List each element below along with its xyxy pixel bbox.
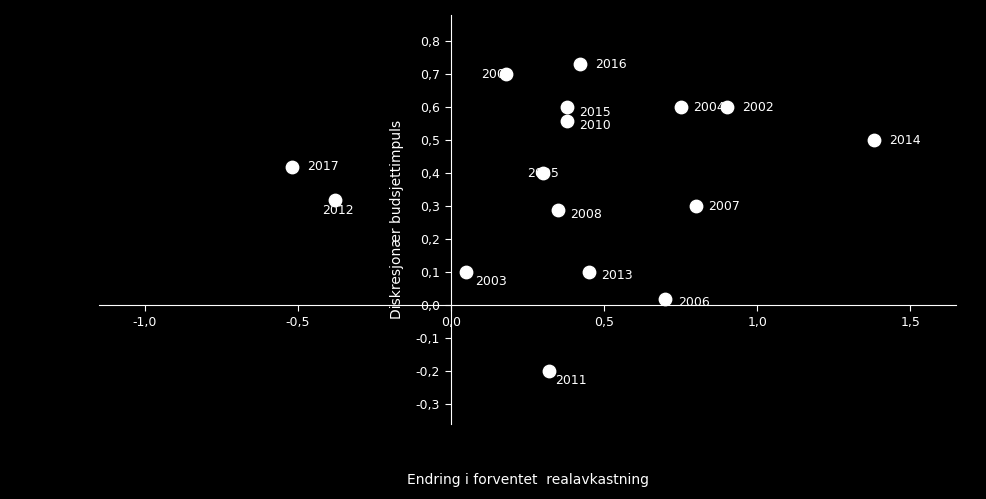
Point	[550, 206, 566, 214]
Text: 2008: 2008	[570, 208, 602, 221]
Point	[658, 295, 673, 303]
Text: 2009: 2009	[481, 68, 514, 81]
Point	[719, 103, 735, 111]
Text: 2012: 2012	[322, 204, 354, 217]
Text: 2013: 2013	[601, 269, 633, 282]
Text: 2011: 2011	[555, 374, 587, 387]
Text: 2016: 2016	[595, 58, 626, 71]
Point	[688, 203, 704, 211]
Point	[535, 169, 551, 177]
Text: 2002: 2002	[742, 101, 774, 114]
Text: 2003: 2003	[475, 275, 507, 288]
Point	[559, 117, 575, 125]
Point	[458, 268, 474, 276]
Text: 2015: 2015	[580, 106, 611, 119]
Point	[326, 196, 342, 204]
Text: 2010: 2010	[580, 119, 611, 132]
Point	[572, 60, 588, 68]
Text: 2017: 2017	[307, 160, 338, 173]
Point	[559, 103, 575, 111]
Text: 2006: 2006	[677, 295, 709, 308]
Point	[498, 70, 514, 78]
Point	[581, 268, 597, 276]
Text: 2004: 2004	[693, 101, 725, 114]
Text: 2014: 2014	[889, 134, 921, 147]
Point	[284, 163, 300, 171]
X-axis label: Endring i forventet  realavkastning: Endring i forventet realavkastning	[406, 473, 649, 487]
Text: 2007: 2007	[708, 200, 740, 213]
Text: 2005: 2005	[528, 167, 559, 180]
Point	[866, 136, 881, 144]
Y-axis label: Diskresjonær budsjettimpuls: Diskresjonær budsjettimpuls	[390, 120, 404, 319]
Point	[541, 367, 557, 375]
Point	[672, 103, 688, 111]
